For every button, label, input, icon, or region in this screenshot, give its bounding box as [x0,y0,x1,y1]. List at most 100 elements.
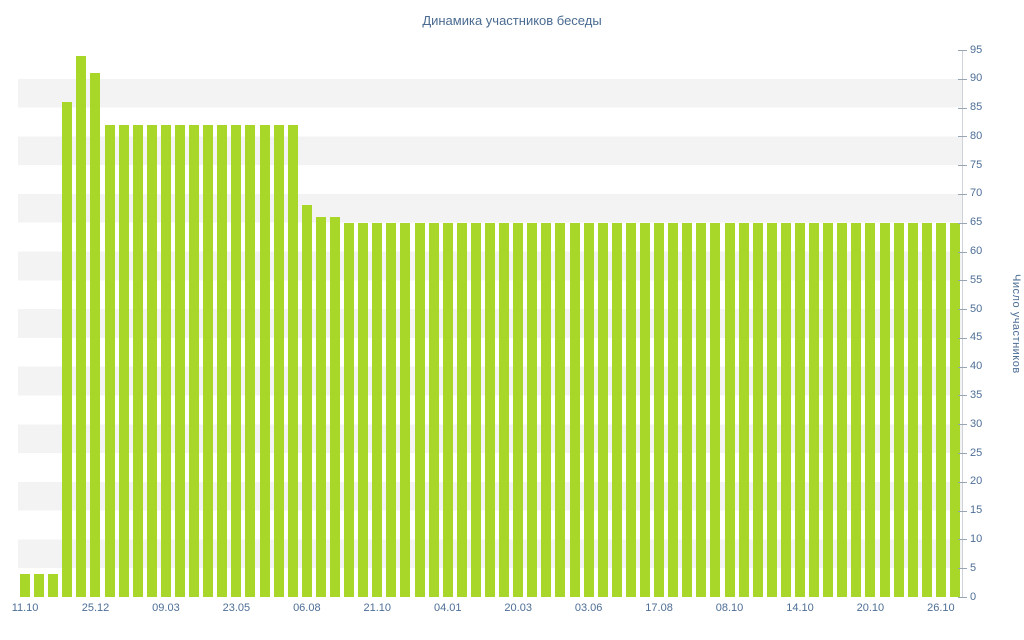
y-tick-mark [958,424,967,426]
y-tick-mark [958,136,967,138]
bar [203,124,214,597]
x-tick-label: 21.10 [363,602,392,614]
x-tick-label: 03.06 [574,602,603,614]
x-tick-label: 20.10 [856,602,885,614]
y-tick-label: 60 [970,245,983,258]
bar [189,124,200,597]
bar [20,573,31,597]
y-tick-mark [958,309,967,311]
bar [414,222,425,597]
y-tick-mark [958,337,967,339]
x-tick-label: 08.10 [715,602,744,614]
y-tick-label: 20 [970,475,983,488]
bar [893,222,904,597]
bar [485,222,495,597]
bar [372,222,383,597]
bar [724,222,735,597]
bar [766,222,777,597]
y-tick-label: 5 [970,561,977,574]
bar [710,222,721,597]
bar [146,124,157,597]
bar [456,222,467,597]
y-tick-label: 75 [970,158,983,171]
x-tick-label: 14.10 [786,602,814,614]
bar [344,222,355,597]
y-tick-label: 55 [970,273,983,286]
y-tick-mark [958,107,967,109]
y-tick-label: 90 [970,72,983,85]
y-tick-label: 85 [970,101,983,114]
bar [217,124,228,597]
x-tick-label: 26.10 [927,602,955,614]
bar [442,222,453,597]
y-tick-mark [958,50,967,51]
y-tick-label: 65 [970,216,983,229]
bar [935,222,946,597]
y-tick-label: 15 [970,504,983,517]
y-axis-line [962,50,963,598]
bar [921,222,932,597]
bar [639,222,650,597]
plot-area [18,50,962,597]
bar [682,222,693,597]
bar [541,222,552,597]
y-tick-label: 45 [970,331,983,344]
bar [752,222,763,597]
bar [851,222,862,597]
y-tick-mark [958,222,967,224]
y-tick-mark [958,597,967,598]
x-tick-label: 17.08 [645,602,673,614]
bar [118,124,129,597]
y-tick-label: 50 [970,302,983,315]
bar [245,124,256,597]
bar [780,222,791,597]
bar [654,222,665,597]
bar [499,222,510,597]
bar [386,222,397,597]
bar [330,216,340,597]
bar [160,124,171,597]
bar [794,222,805,597]
y-tick-mark [958,539,967,541]
y-tick-mark [958,481,967,483]
bar [259,124,270,597]
y-tick-label: 25 [970,446,983,459]
bar [358,222,369,597]
bar [231,124,242,597]
bar [569,222,580,597]
bar [809,222,820,597]
y-tick-label: 40 [970,360,983,373]
y-tick-mark [958,165,967,167]
bar [90,73,101,597]
bar [175,124,186,597]
chart-title: Динамика участников беседы [422,13,602,28]
y-tick-mark [958,510,967,512]
bar [837,222,848,597]
x-tick-label: 04.01 [433,602,462,614]
x-tick-label: 11.10 [11,602,39,614]
bar [625,222,636,597]
bar [611,222,622,597]
bar [583,222,594,597]
bar [301,205,312,597]
x-tick-label: 09.03 [152,602,180,614]
x-tick-label: 20.03 [504,602,532,614]
y-tick-label: 95 [970,43,983,56]
bars-container [18,50,962,597]
bar [132,124,143,597]
bar [513,222,524,597]
bar [48,573,59,597]
y-tick-mark [958,395,967,397]
bar [597,222,608,597]
y-tick-mark [958,251,967,253]
y-tick-label: 70 [970,187,983,200]
y-tick-mark [958,366,967,368]
bar [668,222,679,597]
bar [104,124,115,597]
y-tick-mark [958,568,967,570]
y-tick-label: 35 [970,388,983,401]
y-tick-label: 0 [970,590,977,603]
y-tick-label: 80 [970,129,983,142]
y-tick-mark [958,453,967,455]
